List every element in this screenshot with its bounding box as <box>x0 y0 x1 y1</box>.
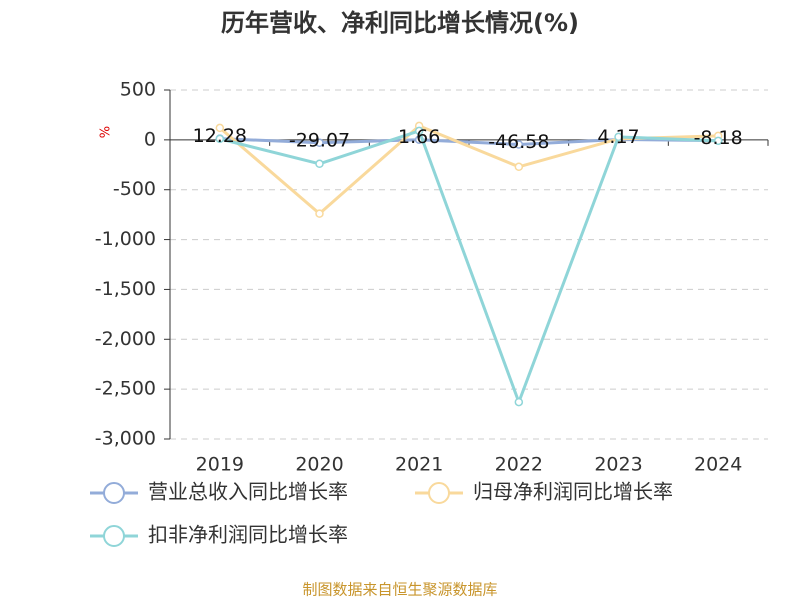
point <box>713 136 723 146</box>
data-label: 1.66 <box>398 126 440 148</box>
point <box>514 162 524 172</box>
x-tick-label: 2024 <box>694 454 742 476</box>
x-tick-label: 2022 <box>495 454 543 476</box>
y-tick-label: -2,000 <box>95 328 156 350</box>
point <box>514 140 524 149</box>
legend-label: 归母净利润同比增长率 <box>473 480 673 504</box>
x-tick-label: 2019 <box>196 454 244 476</box>
x-tick-label: 2020 <box>295 454 343 476</box>
y-tick-label: -1,500 <box>95 278 156 300</box>
data-label: -8.18 <box>694 127 743 149</box>
point <box>514 397 524 407</box>
source-note: 制图数据来自恒生聚源数据库 <box>302 581 497 599</box>
y-tick-label: 0 <box>144 128 156 150</box>
point <box>215 123 225 133</box>
data-label: 12.28 <box>193 125 247 147</box>
point <box>315 209 324 218</box>
legend-marker <box>103 525 125 547</box>
legend-label: 扣非净利润同比增长率 <box>148 523 348 547</box>
data-label: -29.07 <box>289 129 350 151</box>
y-unit: % <box>99 126 114 138</box>
y-tick-label: 500 <box>120 79 156 101</box>
legend-label: 营业总收入同比增长率 <box>148 480 348 504</box>
legend-marker <box>428 482 450 504</box>
point <box>315 159 324 169</box>
y-tick-label: -1,000 <box>95 228 156 250</box>
y-tick-label: -3,000 <box>95 428 156 450</box>
series-line <box>219 129 719 407</box>
x-tick-label: 2021 <box>395 454 443 476</box>
chart-title: 历年营收、净利同比增长情况(%) <box>221 9 579 37</box>
point <box>414 126 424 136</box>
point <box>315 138 324 148</box>
x-tick-label: 2023 <box>594 454 642 476</box>
legend-marker <box>103 482 125 504</box>
data-label: 4.17 <box>597 126 639 148</box>
y-tick-label: -2,500 <box>95 378 156 400</box>
y-tick-label: -500 <box>113 178 156 200</box>
point <box>215 134 225 144</box>
data-label: -46.58 <box>488 131 549 153</box>
point <box>614 132 623 142</box>
